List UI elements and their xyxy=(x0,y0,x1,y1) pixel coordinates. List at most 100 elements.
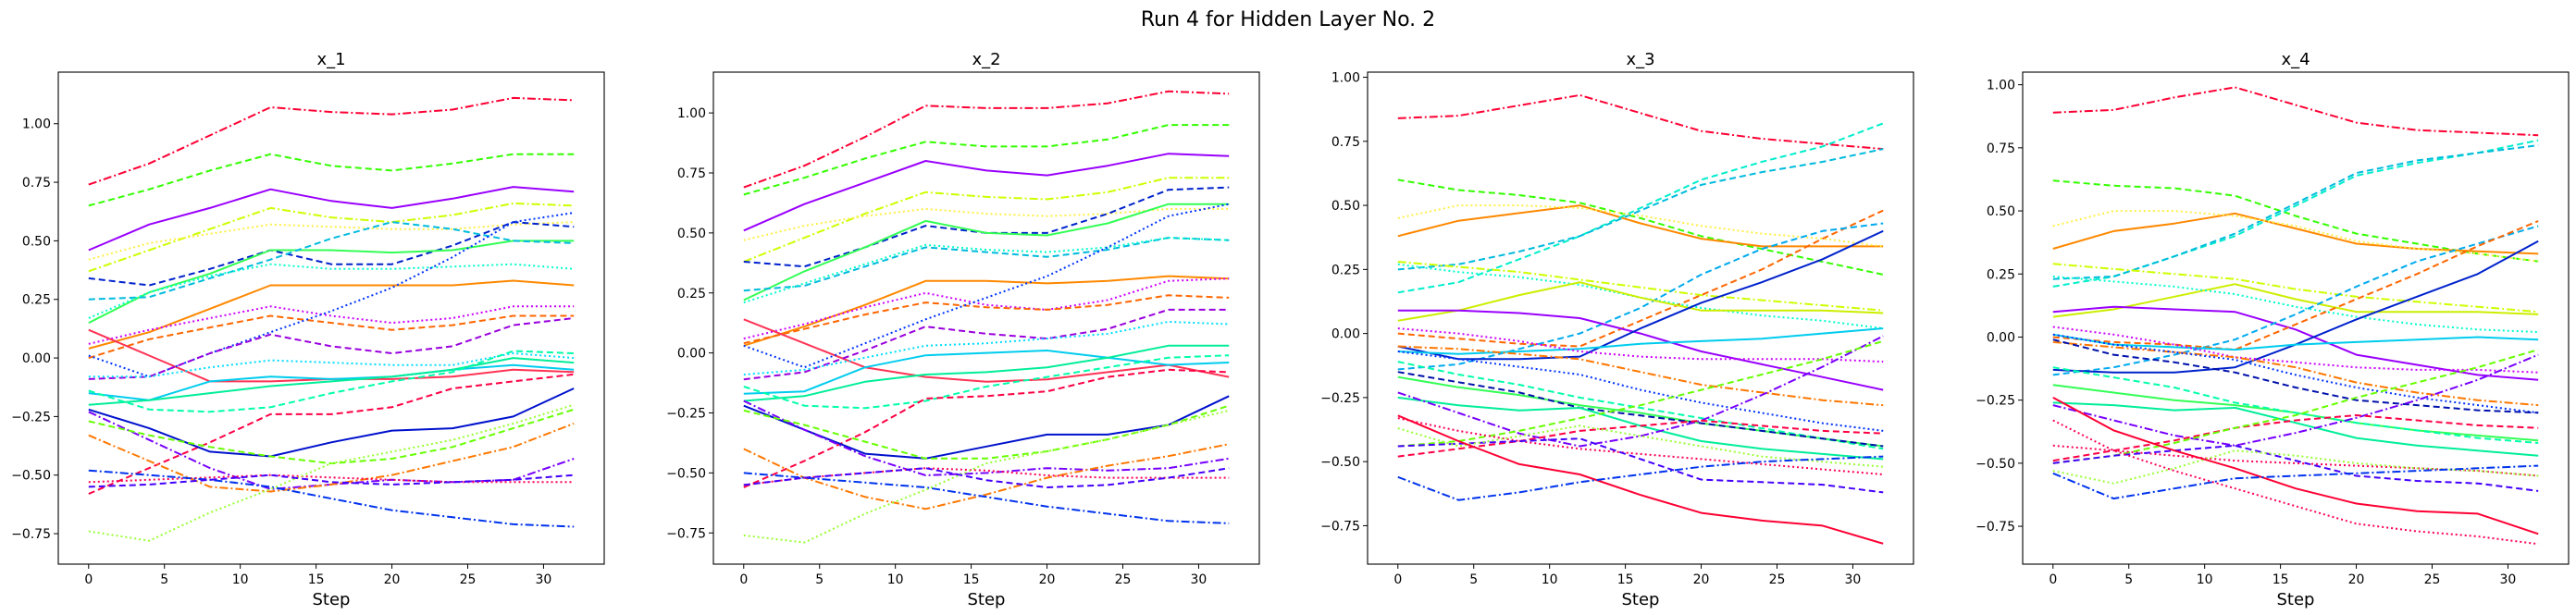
y-tick-label: 0.75 xyxy=(1331,135,1360,150)
series-line-2 xyxy=(88,153,575,207)
series-line-17 xyxy=(1397,351,1884,432)
series-line-2 xyxy=(1397,178,1884,276)
x-tick-label: 30 xyxy=(1845,572,1862,587)
y-tick-label: 0.00 xyxy=(677,347,706,362)
series-line-30 xyxy=(2052,419,2539,546)
x-axis-label: Step xyxy=(2277,590,2315,609)
series-line-14 xyxy=(1397,327,1884,355)
series-line-28 xyxy=(743,467,1230,488)
series-line-3 xyxy=(743,153,1230,232)
x-tick-label: 30 xyxy=(1191,572,1208,587)
series-line-13 xyxy=(1397,229,1884,361)
subplot-2: 0 5 10 15 20 25 30 −0.75 −0.50 −0.25 0.00 0.25 0.50 0… xyxy=(666,50,1260,609)
y-tick-label: 0.75 xyxy=(1987,141,2015,156)
x-tick-label: 0 xyxy=(739,572,748,587)
series-line-27 xyxy=(88,403,575,542)
series-line-16 xyxy=(2052,340,2539,407)
x-tick-label: 5 xyxy=(1469,572,1478,587)
series-line-10 xyxy=(743,275,1230,347)
series-line-11 xyxy=(743,277,1230,340)
series-line-26 xyxy=(743,472,1230,524)
series-line-1 xyxy=(1397,93,1884,151)
x-tick-label: 30 xyxy=(536,572,552,587)
series-line-1 xyxy=(2052,86,2539,137)
series-line-24 xyxy=(1397,339,1884,448)
x-tick-label: 25 xyxy=(1769,572,1786,587)
x-tick-label: 15 xyxy=(963,572,980,587)
series-line-20 xyxy=(88,373,575,495)
series-line-16 xyxy=(743,320,1230,375)
plot-frame xyxy=(2022,71,2570,565)
series-line-10 xyxy=(88,279,575,350)
subplots: 0 5 10 15 20 25 30 −0.75 −0.50 −0.25 0.00 0.25 0.50 0… xyxy=(11,50,2570,609)
series-line-29 xyxy=(2052,464,2539,500)
series-line-16 xyxy=(88,352,575,378)
series-line-21 xyxy=(1397,396,1884,461)
subplot-title: x_3 xyxy=(1626,50,1654,69)
series-line-18 xyxy=(743,344,1230,402)
y-tick-label: −0.50 xyxy=(1320,455,1360,470)
series-line-23 xyxy=(1397,419,1884,458)
x-tick-label: 20 xyxy=(1039,572,1056,587)
plot-frame xyxy=(57,71,605,565)
series-line-6 xyxy=(88,221,575,287)
plot-frame xyxy=(712,71,1260,565)
series-line-19 xyxy=(88,350,575,413)
x-tick-label: 20 xyxy=(2348,572,2365,587)
y-tick-label: −0.50 xyxy=(666,466,706,481)
series-line-25 xyxy=(1397,417,1884,475)
series-line-15 xyxy=(2052,326,2539,374)
y-tick-label: 0.50 xyxy=(1987,204,2015,219)
series-line-3 xyxy=(2052,139,2539,288)
y-tick-label: −0.25 xyxy=(666,407,706,422)
x-axis-label: Step xyxy=(313,590,351,609)
series-line-1 xyxy=(88,96,575,186)
series-line-29 xyxy=(1397,455,1884,501)
x-tick-label: 10 xyxy=(887,572,904,587)
series-line-26 xyxy=(2052,444,2539,492)
y-tick-label: 1.00 xyxy=(677,106,706,121)
series-line-21 xyxy=(2052,401,2539,457)
series-line-11 xyxy=(88,305,575,345)
x-tick-label: 5 xyxy=(815,572,824,587)
series-line-18 xyxy=(88,357,575,406)
series-line-24 xyxy=(88,423,575,493)
series-line-23 xyxy=(88,408,575,465)
series-line-1 xyxy=(743,90,1230,189)
series-line-14 xyxy=(743,203,1230,369)
y-tick-label: 0.25 xyxy=(22,293,51,308)
series-line-7 xyxy=(1397,261,1884,312)
y-tick-label: 1.00 xyxy=(1987,79,2015,93)
series-line-4 xyxy=(1397,122,1884,294)
subplot-1: 0 5 10 15 20 25 30 −0.75 −0.50 −0.25 0.00 0.25 0.50 0… xyxy=(11,50,605,609)
series-line-7 xyxy=(2052,263,2539,314)
series-line-10 xyxy=(1397,222,1884,371)
subplot-title: x_2 xyxy=(972,50,1000,69)
y-tick-label: 0.00 xyxy=(22,351,51,366)
x-tick-label: 10 xyxy=(232,572,249,587)
series-line-11 xyxy=(2052,225,2539,376)
series-line-24 xyxy=(743,443,1230,510)
series-line-23 xyxy=(2052,414,2539,462)
series-line-15 xyxy=(88,317,575,380)
subplot-title: x_4 xyxy=(2281,50,2310,69)
y-tick-label: −0.25 xyxy=(11,410,51,424)
series-lines xyxy=(743,90,1230,544)
series-line-4 xyxy=(2052,144,2539,280)
x-tick-label: 5 xyxy=(160,572,168,587)
x-axis-label: Step xyxy=(1622,590,1660,609)
series-line-27 xyxy=(743,409,1230,544)
series-lines xyxy=(2052,86,2539,546)
series-line-10 xyxy=(2052,305,2539,381)
x-tick-label: 30 xyxy=(2500,572,2517,587)
y-tick-label: 0.25 xyxy=(677,287,706,301)
series-line-9 xyxy=(1397,209,1884,348)
y-tick-label: 0.75 xyxy=(22,176,51,191)
series-line-4 xyxy=(743,177,1230,263)
series-line-13 xyxy=(743,318,1230,383)
x-tick-label: 20 xyxy=(384,572,401,587)
plot-frame xyxy=(1367,71,1914,565)
series-line-23 xyxy=(743,404,1230,460)
x-tick-label: 0 xyxy=(2049,572,2057,587)
